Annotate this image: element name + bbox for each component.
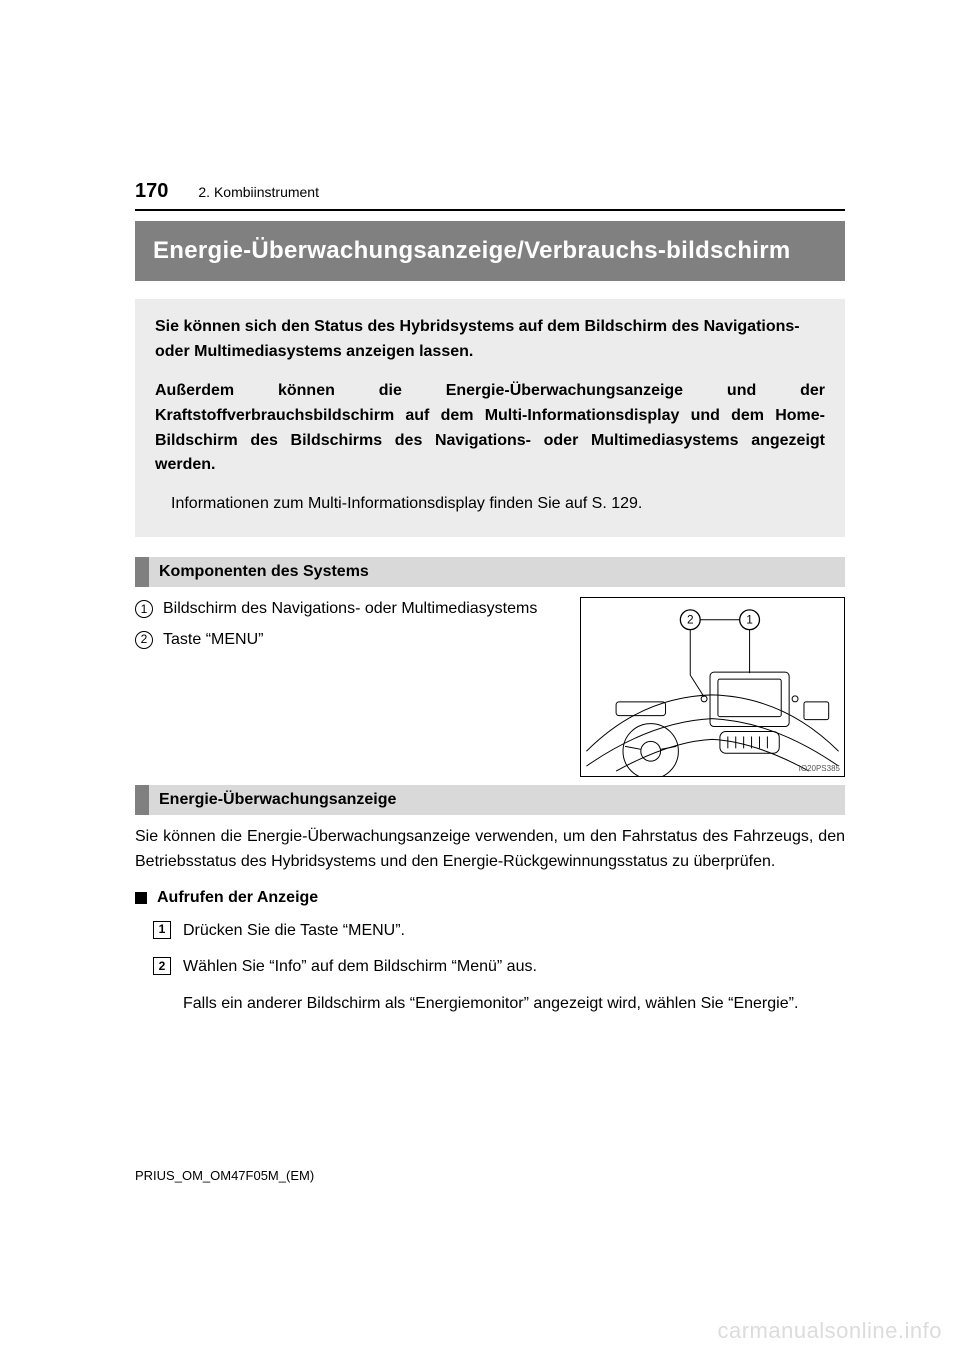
step-1: 1 Drücken Sie die Taste “MENU”.	[153, 919, 845, 944]
header-rule	[135, 209, 845, 211]
illus-callout-1: 1	[746, 613, 753, 627]
components-list: 1 Bildschirm des Navigations- oder Multi…	[135, 597, 566, 777]
step-number-icon: 2	[153, 957, 171, 975]
step-2: 2 Wählen Sie “Info” auf dem Bildschirm “…	[153, 955, 845, 980]
section2-body: Sie können die Energie-Überwachungsanzei…	[135, 825, 845, 875]
intro-paragraph-1: Sie können sich den Status des Hybridsys…	[155, 315, 825, 365]
illustration-code: IO20PS385	[799, 764, 840, 773]
component-text: Taste “MENU”	[163, 628, 566, 653]
sub-heading-text: Aufrufen der Anzeige	[157, 889, 318, 907]
section-heading-label: Komponenten des Systems	[149, 557, 379, 587]
page-title: Energie-Überwachungsanzeige/Verbrauchs-b…	[135, 221, 845, 281]
section-heading-label: Energie-Überwachungsanzeige	[149, 785, 406, 815]
intro-paragraph-3: Informationen zum Multi-Informationsdisp…	[155, 492, 825, 517]
intro-paragraph-2: Außerdem können die Energie-Überwachungs…	[155, 379, 825, 478]
illus-callout-2: 2	[687, 613, 694, 627]
component-item-2: 2 Taste “MENU”	[135, 628, 566, 653]
page-header: 170 2. Kombiinstrument	[135, 180, 845, 203]
step-text: Wählen Sie “Info” auf dem Bildschirm “Me…	[183, 955, 537, 980]
page: 170 2. Kombiinstrument Energie-Überwachu…	[0, 0, 960, 1358]
watermark: carmanualsonline.info	[717, 1318, 942, 1344]
page-number: 170	[135, 180, 168, 203]
callout-number-icon: 2	[135, 631, 153, 649]
section-accent	[135, 557, 149, 587]
section-heading-components: Komponenten des Systems	[135, 557, 845, 587]
dashboard-svg: 1 2	[581, 598, 844, 776]
chapter-label: 2. Kombiinstrument	[198, 184, 319, 200]
section-heading-energy: Energie-Überwachungsanzeige	[135, 785, 845, 815]
step-number-icon: 1	[153, 921, 171, 939]
dashboard-illustration: 1 2 IO20PS385	[580, 597, 845, 777]
square-bullet-icon	[135, 892, 147, 904]
section-accent	[135, 785, 149, 815]
callout-number-icon: 1	[135, 600, 153, 618]
component-text: Bildschirm des Navigations- oder Multime…	[163, 597, 566, 622]
components-row: 1 Bildschirm des Navigations- oder Multi…	[135, 597, 845, 777]
step-text: Drücken Sie die Taste “MENU”.	[183, 919, 405, 944]
component-item-1: 1 Bildschirm des Navigations- oder Multi…	[135, 597, 566, 622]
intro-box: Sie können sich den Status des Hybridsys…	[135, 299, 845, 537]
step-follow-text: Falls ein anderer Bildschirm als “Energi…	[183, 992, 845, 1017]
sub-heading: Aufrufen der Anzeige	[135, 889, 845, 907]
footer-code: PRIUS_OM_OM47F05M_(EM)	[135, 1168, 314, 1183]
